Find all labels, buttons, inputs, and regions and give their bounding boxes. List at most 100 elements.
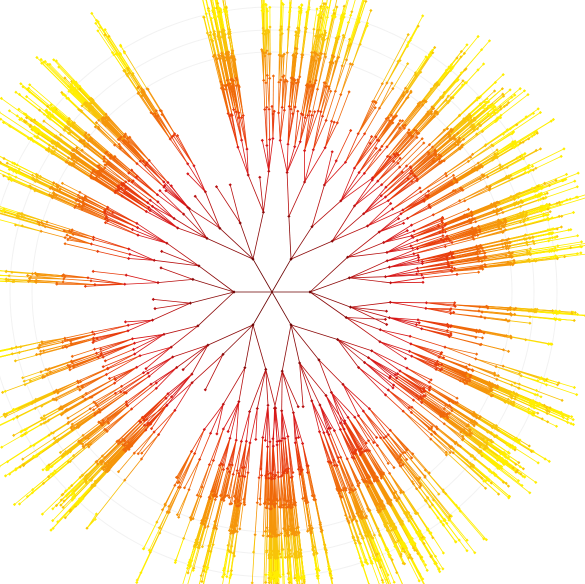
tree-edge <box>451 410 475 427</box>
tree-edge <box>441 368 468 382</box>
tree-edge <box>81 461 97 476</box>
tree-node <box>287 25 291 29</box>
tree-edge <box>547 197 585 210</box>
tree-edge <box>544 174 567 184</box>
tree-edge <box>3 208 19 215</box>
tree-edge <box>199 433 211 460</box>
tree-edge <box>83 143 108 163</box>
tree-edge <box>126 383 152 403</box>
tree-edge <box>449 234 473 242</box>
tree-edge <box>349 260 388 279</box>
tree-edge <box>64 333 95 341</box>
tree-edge <box>121 372 144 387</box>
tree-edge <box>383 472 400 499</box>
tree-edge <box>269 53 271 79</box>
tree-edge <box>519 185 539 194</box>
tree-edge <box>394 374 426 396</box>
tree-edge <box>462 133 478 146</box>
tree-edge <box>306 9 310 29</box>
tree-edge <box>413 399 445 425</box>
tree-edge <box>234 59 240 88</box>
tree-edge <box>104 164 126 183</box>
tree-edge <box>375 82 388 103</box>
tree-edge <box>347 417 367 451</box>
tree-node <box>282 108 286 112</box>
tree-edge <box>73 480 87 494</box>
tree-edge <box>425 308 451 314</box>
tree-edge <box>259 177 264 213</box>
tree-edge <box>207 499 216 527</box>
tree-edge <box>271 291 292 326</box>
tree-edge <box>491 395 506 403</box>
tree-edge <box>233 80 240 113</box>
tree-edge <box>132 333 165 340</box>
tree-edge <box>406 71 422 93</box>
tree-node <box>304 27 308 31</box>
tree-edge <box>53 192 80 205</box>
tree-edge <box>125 181 151 201</box>
tree-edge <box>256 477 260 503</box>
tree-edge <box>449 518 468 541</box>
tree-node <box>299 8 303 12</box>
tree-edge <box>125 319 153 323</box>
tree-edge <box>411 110 436 138</box>
tree-edge <box>354 136 377 169</box>
tree-edge <box>92 99 107 115</box>
tree-edge <box>294 113 302 147</box>
tree-edge <box>354 489 367 517</box>
tree-edge <box>280 3 283 27</box>
tree-edge <box>294 553 298 584</box>
tree-node <box>297 10 301 14</box>
tree-edge <box>123 51 148 90</box>
tree-edge <box>94 392 127 414</box>
tree-edge <box>339 489 351 518</box>
tree-edge <box>428 174 454 192</box>
tree-edge <box>57 484 93 523</box>
tree-edge <box>489 385 512 397</box>
tree-edge <box>0 169 17 178</box>
tree-edge <box>81 209 108 222</box>
tree-edge <box>204 495 215 528</box>
tree-node <box>292 55 296 60</box>
tree-edge <box>227 474 234 496</box>
tree-edge <box>321 39 325 54</box>
tree-edge <box>278 79 282 113</box>
tree-edge <box>239 499 245 529</box>
tree-edge <box>505 224 526 231</box>
tree-edge <box>424 477 440 495</box>
tree-edge <box>324 62 332 84</box>
tree-edge <box>47 361 72 371</box>
tree-edge <box>316 36 321 55</box>
tree-edge <box>367 486 378 506</box>
tree-edge <box>434 138 454 155</box>
tree-edge <box>196 464 210 496</box>
tree-edge <box>73 447 84 456</box>
tree-edge <box>118 452 135 472</box>
tree-edge <box>327 461 338 490</box>
tree-edge <box>481 455 499 469</box>
tree-edge <box>441 147 460 162</box>
tree-node <box>286 142 290 146</box>
tree-edge <box>191 429 205 452</box>
tree-edge <box>444 346 476 360</box>
tree-edge <box>443 491 485 540</box>
tree-edge <box>150 199 175 219</box>
tree-edge <box>252 324 267 370</box>
tree-edge <box>413 220 442 232</box>
tree-edge <box>183 213 208 239</box>
tree-edge <box>69 354 101 367</box>
tree-edge <box>267 478 270 500</box>
tree-edge <box>371 350 408 369</box>
tree-edge <box>290 240 333 260</box>
tree-edge <box>304 111 311 151</box>
tree-edge <box>282 507 285 529</box>
tree-edge <box>279 0 282 31</box>
tree-edge <box>301 85 307 114</box>
tree-edge <box>354 184 382 207</box>
tree-edge <box>349 277 391 284</box>
tree-node <box>288 5 293 9</box>
tree-edge <box>222 324 254 355</box>
tree-edge <box>453 304 488 309</box>
tree-edge <box>153 299 191 304</box>
tree-edge <box>331 94 342 122</box>
